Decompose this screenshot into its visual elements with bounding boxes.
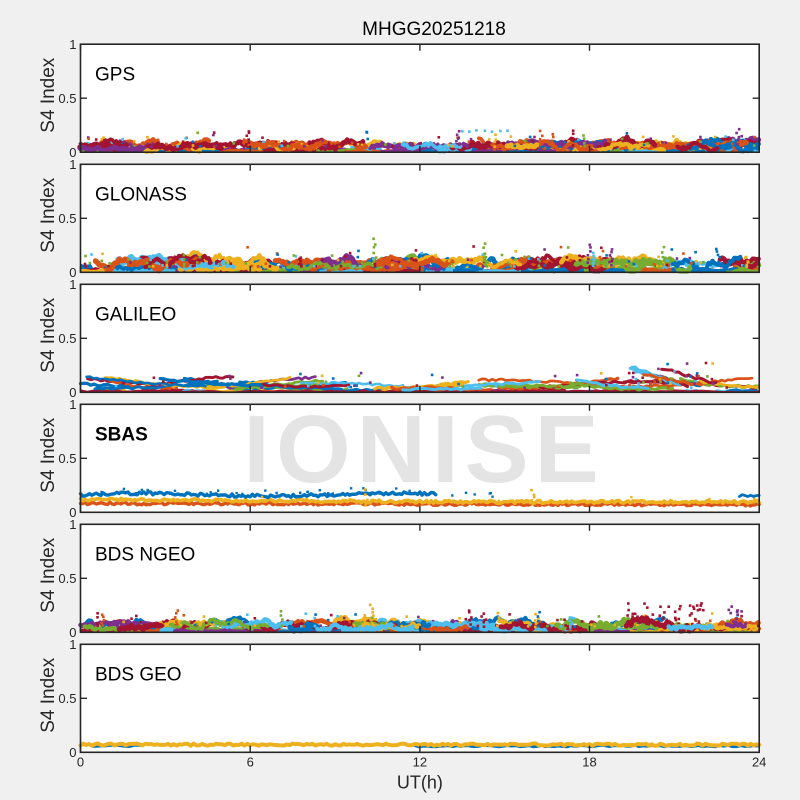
svg-text:UT(h): UT(h)	[397, 773, 443, 793]
svg-text:0.5: 0.5	[58, 211, 76, 226]
svg-text:0.5: 0.5	[58, 571, 76, 586]
svg-text:0.5: 0.5	[58, 691, 76, 706]
svg-text:BDS GEO: BDS GEO	[95, 665, 182, 686]
svg-text:1: 1	[69, 637, 76, 652]
svg-text:BDS NGEO: BDS NGEO	[95, 545, 195, 566]
svg-text:0.5: 0.5	[58, 331, 76, 346]
svg-text:1: 1	[69, 517, 76, 532]
svg-text:S4 Index: S4 Index	[38, 57, 59, 132]
svg-text:0: 0	[69, 145, 76, 160]
svg-text:GALILEO: GALILEO	[95, 305, 176, 326]
svg-text:GPS: GPS	[95, 65, 135, 86]
svg-text:6: 6	[247, 755, 254, 770]
svg-text:MHGG20251218: MHGG20251218	[362, 19, 506, 40]
svg-text:S4 Index: S4 Index	[38, 417, 59, 492]
svg-text:0: 0	[69, 625, 76, 640]
svg-text:0: 0	[69, 265, 76, 280]
svg-text:S4 Index: S4 Index	[38, 177, 59, 252]
svg-text:0: 0	[69, 385, 76, 400]
svg-text:1: 1	[69, 277, 76, 292]
svg-text:1: 1	[69, 157, 76, 172]
svg-text:S4 Index: S4 Index	[38, 657, 59, 732]
svg-text:0.5: 0.5	[58, 91, 76, 106]
svg-text:18: 18	[582, 755, 596, 770]
svg-text:12: 12	[413, 755, 427, 770]
svg-text:IONISE: IONISE	[243, 396, 604, 503]
svg-text:S4 Index: S4 Index	[38, 537, 59, 612]
svg-text:24: 24	[752, 755, 766, 770]
svg-text:0: 0	[69, 505, 76, 520]
svg-text:1: 1	[69, 37, 76, 52]
svg-text:0.5: 0.5	[58, 451, 76, 466]
svg-text:1: 1	[69, 397, 76, 412]
svg-text:GLONASS: GLONASS	[95, 185, 187, 206]
svg-text:S4 Index: S4 Index	[38, 297, 59, 372]
svg-text:0: 0	[77, 755, 84, 770]
svg-text:SBAS: SBAS	[95, 425, 148, 446]
svg-text:0: 0	[69, 745, 76, 760]
